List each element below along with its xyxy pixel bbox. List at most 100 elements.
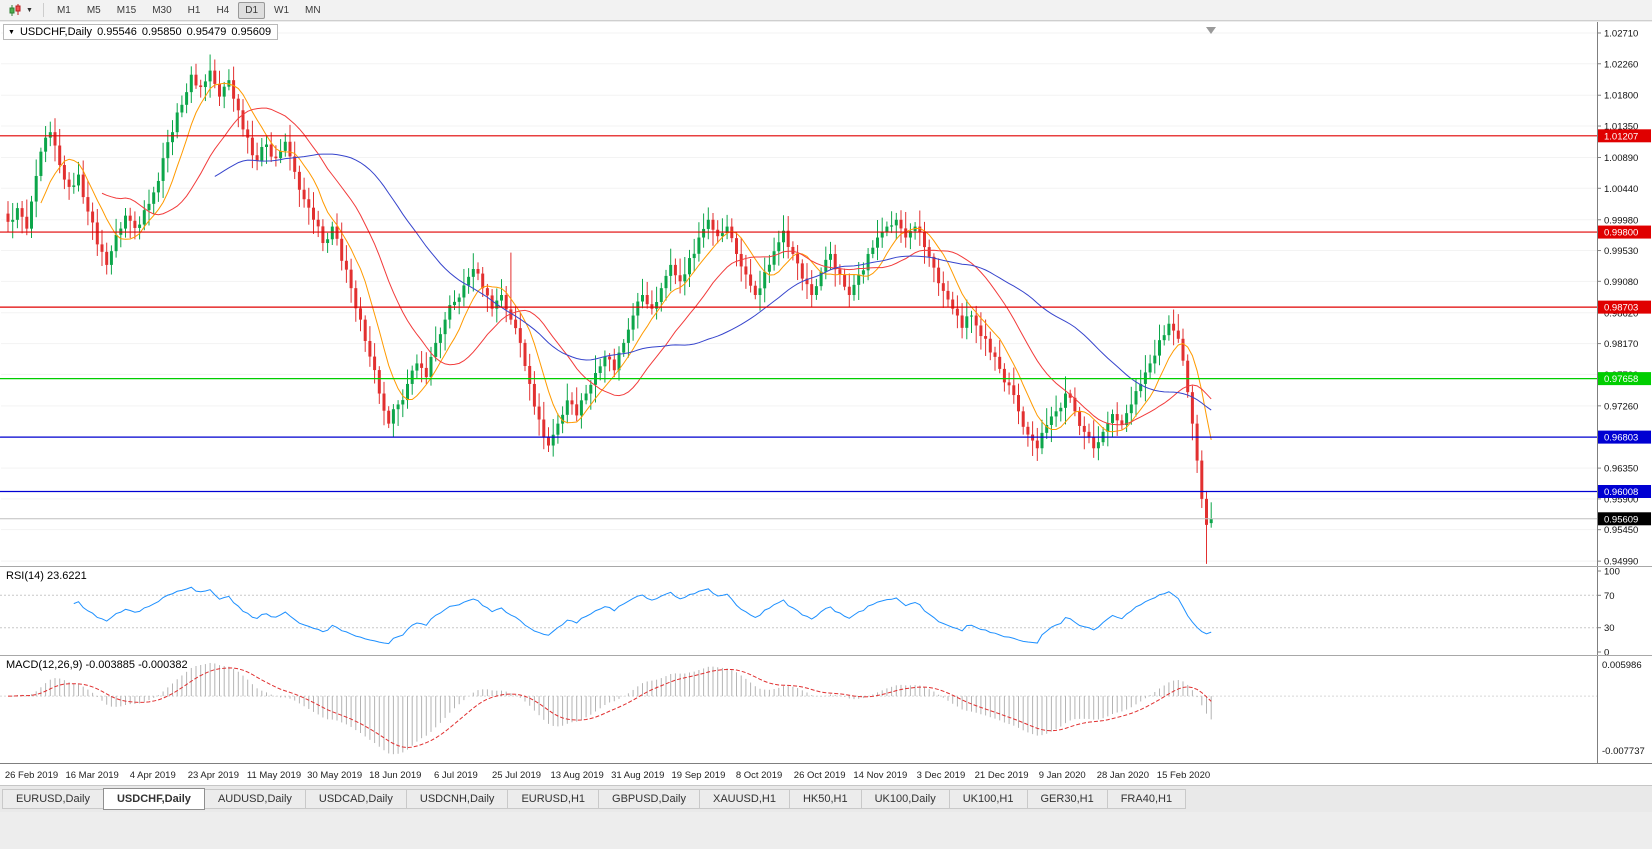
- chart-tab-uk100-h1[interactable]: UK100,H1: [948, 789, 1028, 809]
- chart-tab-usdchf-daily[interactable]: USDCHF,Daily: [102, 788, 205, 810]
- price-axis-label: 1.01350: [1604, 122, 1638, 133]
- price-axis-label: 1.01800: [1604, 91, 1638, 102]
- ohlc-open: 0.95546: [97, 26, 137, 38]
- rsi-indicator-label: RSI(14) 23.6221: [6, 570, 87, 582]
- date-axis-label: 26 Feb 2019: [5, 770, 58, 781]
- symbol-ohlc-readout[interactable]: ▼ USDCHF,Daily 0.95546 0.95850 0.95479 0…: [3, 24, 279, 40]
- rsi-axis-label: 0: [1604, 648, 1609, 659]
- timeframe-button-d1[interactable]: D1: [238, 1, 266, 19]
- timeframe-button-m15[interactable]: M15: [116, 4, 137, 16]
- chart-tab-uk100-daily[interactable]: UK100,Daily: [860, 789, 950, 809]
- chart-tab-gbpusd-daily[interactable]: GBPUSD,Daily: [598, 789, 700, 809]
- date-axis-label: 31 Aug 2019: [611, 770, 664, 781]
- price-level-badge-text: 0.95609: [1604, 514, 1638, 525]
- price-level-badge-text: 0.96008: [1604, 487, 1638, 498]
- timeframe-button-h4[interactable]: H4: [216, 4, 230, 16]
- horizontal-level-lines[interactable]: [0, 135, 1597, 520]
- chart-tab-usdcnh-daily[interactable]: USDCNH,Daily: [405, 789, 509, 809]
- date-axis-label: 23 Apr 2019: [188, 770, 239, 781]
- ohlc-low: 0.95479: [186, 26, 227, 38]
- date-axis-label: 4 Apr 2019: [130, 770, 176, 781]
- price-level-badge-text: 0.97658: [1604, 374, 1638, 385]
- candlestick-chart-icon: [9, 3, 21, 16]
- rsi-panel: [0, 586, 1597, 645]
- macd-indicator-label: MACD(12,26,9) -0.003885 -0.000382: [6, 659, 188, 671]
- chart-tab-usdcad-daily[interactable]: USDCAD,Daily: [304, 789, 407, 809]
- chart-tab-xauusd-h1[interactable]: XAUUSD,H1: [698, 789, 790, 809]
- price-axis-label: 0.95450: [1604, 525, 1638, 536]
- chart-shift-marker-icon[interactable]: [1206, 27, 1216, 34]
- price-axis-label: 0.98620: [1604, 308, 1638, 319]
- rsi-axis-label: 100: [1604, 567, 1620, 578]
- timeframe-button-w1[interactable]: W1: [274, 4, 290, 16]
- rsi-axis-label: 30: [1604, 623, 1615, 634]
- date-axis-label: 11 May 2019: [247, 770, 301, 781]
- ohlc-close: 0.95609: [231, 26, 272, 38]
- ma-line-medium: [101, 107, 1212, 426]
- price-level-badge: [1598, 129, 1651, 143]
- timeframe-button-h1[interactable]: H1: [187, 4, 201, 16]
- time-axis[interactable]: 26 Feb 2019 16 Mar 2019 4 Apr 2019 23 Apr 2…: [0, 763, 1652, 782]
- timeframe-button-mn[interactable]: MN: [305, 4, 321, 16]
- timeframe-button-m5[interactable]: M5: [86, 4, 101, 16]
- date-axis-label: 9 Jan 2020: [1039, 770, 1086, 781]
- date-axis-label: 15 Feb 2020: [1157, 770, 1210, 781]
- chart-tab-ger30-h1[interactable]: GER30,H1: [1026, 789, 1108, 809]
- ohlc-high: 0.95850: [141, 26, 182, 38]
- date-axis-label: 19 Sep 2019: [671, 770, 725, 781]
- price-level-badge: [1598, 225, 1651, 239]
- top-toolbar: ▼ M1 M5 M15 M30 H1 H4 D1 W1 MN: [0, 0, 1652, 21]
- date-axis-label: 30 May 2019: [307, 770, 362, 781]
- chart-tab-eurusd-h1[interactable]: EURUSD,H1: [507, 789, 600, 809]
- date-axis-label: 3 Dec 2019: [917, 770, 966, 781]
- date-axis-label: 25 Jul 2019: [492, 770, 541, 781]
- price-axis-label: 0.96350: [1604, 464, 1638, 475]
- price-level-badge: [1598, 300, 1651, 314]
- price-level-badge-text: 0.99800: [1604, 228, 1638, 239]
- date-axis-label: 13 Aug 2019: [550, 770, 603, 781]
- price-axis-label: 0.98170: [1604, 339, 1638, 350]
- price-axis-label: 0.99980: [1604, 215, 1638, 226]
- date-axis-label: 18 Jun 2019: [369, 770, 421, 781]
- price-level-badge-text: 0.96803: [1604, 433, 1638, 444]
- ma-line-slow: [214, 153, 1212, 411]
- macd-signal-line: [7, 667, 1212, 749]
- chart-tab-fra40-h1[interactable]: FRA40,H1: [1106, 789, 1187, 809]
- date-axis-label: 16 Mar 2019: [65, 770, 118, 781]
- chart-symbol-period: USDCHF,Daily: [19, 26, 93, 38]
- dropdown-triangle-icon[interactable]: ▼: [8, 28, 15, 36]
- toolbar-divider: [42, 3, 44, 17]
- price-level-badge-text: 1.01207: [1604, 131, 1638, 142]
- ma-line-fast: [40, 82, 1212, 440]
- chevron-down-icon: ▼: [26, 6, 33, 14]
- price-axis-label: 1.02710: [1604, 28, 1638, 39]
- price-axis-label: 1.02260: [1604, 59, 1638, 70]
- chart-tab-audusd-daily[interactable]: AUDUSD,Daily: [203, 789, 306, 809]
- price-axis-label: 0.94990: [1604, 557, 1638, 568]
- date-axis-label: 21 Dec 2019: [975, 770, 1029, 781]
- date-axis-label: 8 Oct 2019: [736, 770, 782, 781]
- price-axis-label: 0.99080: [1604, 277, 1638, 288]
- price-chart-canvas[interactable]: 1.02710 1.02260 1.01800 1.01350 1.00890 1.004…: [0, 22, 1652, 785]
- chart-tab-eurusd-daily[interactable]: EURUSD,Daily: [2, 789, 104, 809]
- price-axis[interactable]: 1.02710 1.02260 1.01800 1.01350 1.00890 1.004…: [1597, 22, 1651, 764]
- price-axis-label: 0.95900: [1604, 494, 1638, 505]
- date-axis-label: 14 Nov 2019: [853, 770, 907, 781]
- chart-tabs-bar: EURUSD,Daily USDCHF,Daily AUDUSD,Daily USDC…: [0, 785, 1652, 812]
- macd-axis-label: 0.005986: [1602, 660, 1642, 671]
- timeframe-group: M1 M5 M15 M30 H1 H4 D1 W1 MN: [50, 1, 328, 19]
- rsi-line: [73, 586, 1212, 645]
- timeframe-button-m1[interactable]: M1: [56, 4, 71, 16]
- price-axis-label: 1.00440: [1604, 184, 1638, 195]
- price-level-badge: [1598, 484, 1651, 498]
- date-axis-label: 28 Jan 2020: [1097, 770, 1149, 781]
- chart-tab-hk50-h1[interactable]: HK50,H1: [788, 789, 862, 809]
- date-axis-label: 26 Oct 2019: [794, 770, 846, 781]
- chart-type-button[interactable]: ▼: [4, 3, 37, 18]
- price-level-badge: [1598, 512, 1651, 526]
- chart-window: 1.02710 1.02260 1.01800 1.01350 1.00890 1.004…: [0, 22, 1652, 785]
- price-axis-label: 0.97260: [1604, 401, 1638, 412]
- price-level-badge: [1598, 372, 1651, 386]
- timeframe-button-m30[interactable]: M30: [152, 4, 172, 16]
- price-level-badge-text: 0.98703: [1604, 303, 1638, 314]
